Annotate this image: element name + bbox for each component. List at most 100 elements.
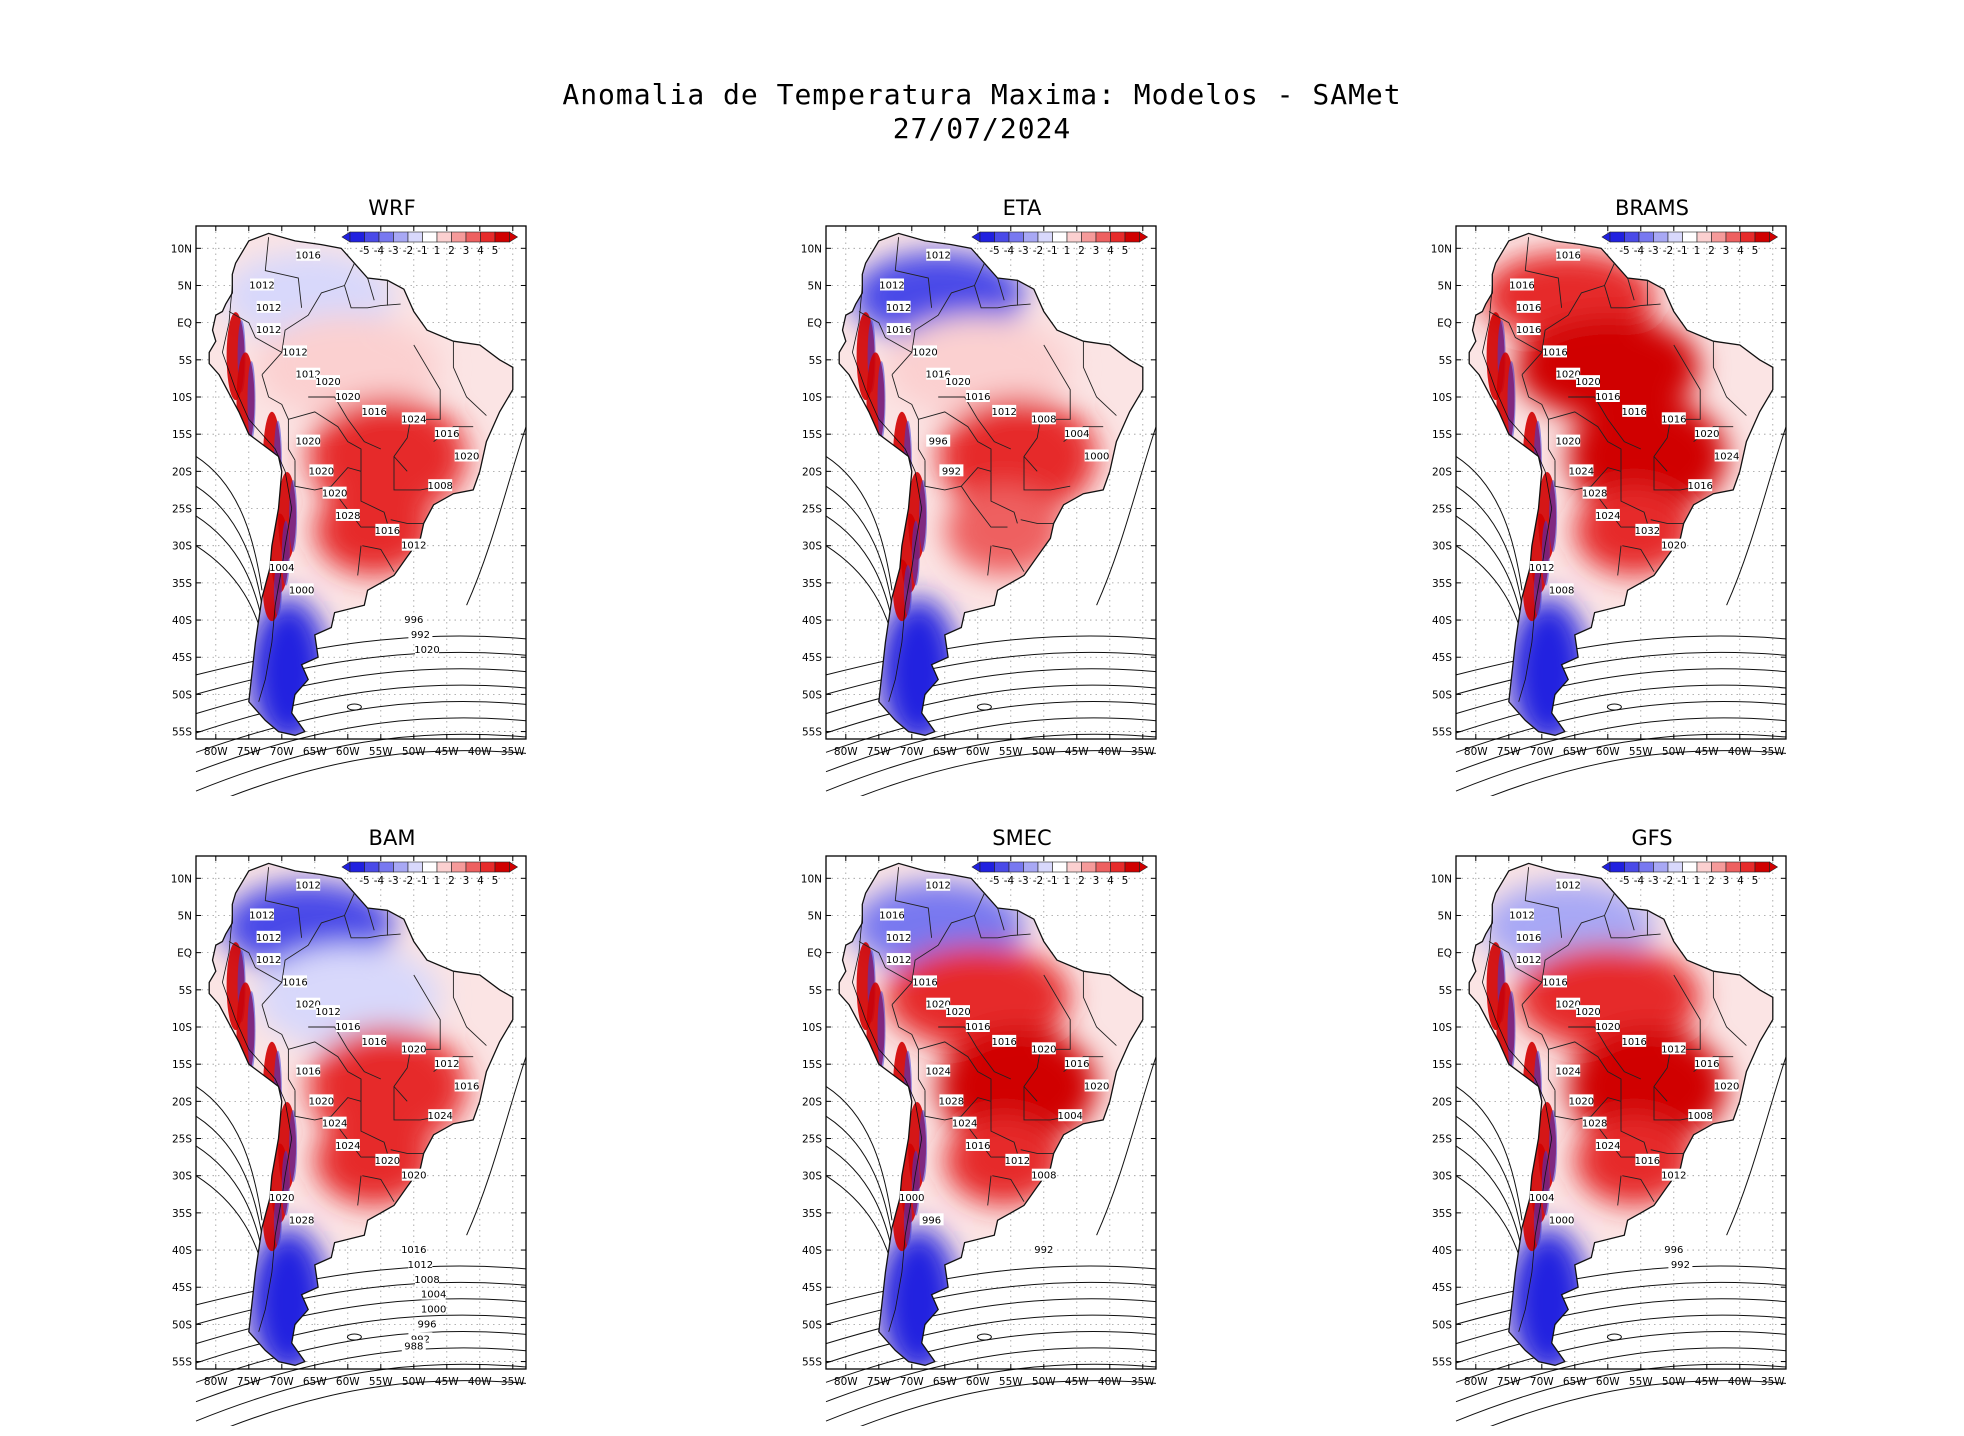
lat-tick-label: 45S — [172, 652, 192, 664]
lat-tick-label: 50S — [172, 1319, 192, 1331]
colorbar-label: -5 — [989, 245, 999, 257]
main-title: Anomalia de Temperatura Maxima: Modelos … — [562, 78, 1402, 111]
colorbar-swatch — [1725, 861, 1741, 873]
lat-tick-label: 5N — [807, 280, 822, 292]
isobar-label-bg — [415, 642, 439, 655]
colorbar-label: -3 — [1648, 245, 1658, 257]
isobar-label-bg — [434, 427, 459, 440]
isobar-label: 1020 — [1575, 377, 1600, 388]
isobar-label: 1020 — [322, 489, 347, 500]
isobar-label: 1016 — [925, 370, 950, 381]
lat-tick-label: 45S — [802, 652, 822, 664]
isobar-label: 1020 — [1084, 1081, 1109, 1092]
isobar-label-bg — [269, 1191, 294, 1203]
lat-tick-label: 50S — [802, 1319, 822, 1331]
colorbar-label: -2 — [1663, 875, 1673, 887]
isobar-label: 1020 — [925, 1000, 950, 1011]
lat-tick-label: 5N — [1437, 910, 1452, 922]
isobar-label: 1012 — [256, 955, 281, 966]
isobar-label-bg — [289, 1213, 314, 1226]
lat-tick-label: 10S — [172, 392, 192, 404]
lat-tick-label: 30S — [802, 1171, 822, 1183]
isobar-label-bg — [1064, 427, 1089, 440]
isobar-label-bg — [1622, 404, 1647, 417]
colorbar-label: -5 — [359, 245, 369, 257]
isobar-label: 1024 — [427, 1111, 452, 1122]
isobar-label-bg — [316, 375, 340, 388]
lat-tick-label: 40S — [172, 615, 192, 627]
lon-tick-label: 40W — [1728, 746, 1752, 758]
isobar-label: 1024 — [322, 1119, 347, 1130]
isobar-label-bg — [886, 323, 911, 336]
lon-tick-label: 35W — [501, 1376, 525, 1388]
lat-tick-label: 50S — [1432, 689, 1452, 701]
isobar-label-bg — [926, 997, 951, 1010]
colorbar-swatch — [1653, 231, 1669, 243]
isobar-label: 1012 — [879, 280, 904, 291]
isobar-label: 1004 — [1064, 429, 1089, 440]
map-gfs: 1012101210161012101610201020102010161012… — [1431, 855, 1787, 1426]
lon-tick-label: 55W — [369, 746, 393, 758]
lat-tick-label: 55S — [172, 1357, 192, 1369]
colorbar-swatch — [1037, 861, 1053, 873]
colorbar-label: -5 — [989, 875, 999, 887]
colorbar-swatch — [979, 861, 995, 873]
colorbar: -5 -4 -3 -2 -1 1 2 3 4 5 — [971, 231, 1149, 257]
isobar-label-bg — [428, 1109, 453, 1122]
lon-tick-label: 60W — [1596, 1376, 1620, 1388]
lon-tick-label: 70W — [270, 1376, 294, 1388]
colorbar-swatch — [1066, 231, 1082, 243]
colorbar-label: 1 — [434, 245, 441, 257]
isobar-label-bg — [296, 1064, 321, 1077]
isobar-label-bg — [1576, 375, 1600, 388]
colorbar-swatch — [1682, 861, 1698, 873]
isobar-label-bg — [250, 908, 274, 921]
colorbar-label: 4 — [477, 245, 484, 257]
isobar-label: 996 — [404, 615, 423, 626]
isobars — [825, 426, 1157, 796]
isobars — [195, 1056, 527, 1426]
colorbar-swatch — [1653, 861, 1669, 873]
coastline — [838, 232, 1144, 736]
isobar-label-bg — [1516, 930, 1541, 943]
colorbar-swatch — [1081, 231, 1097, 243]
lat-tick-label: 5N — [807, 910, 822, 922]
isobar-label: 1016 — [1635, 1156, 1660, 1167]
isobar-label: 1016 — [454, 1081, 479, 1092]
isobar-label-bg — [1661, 412, 1686, 425]
lon-tick-label: 75W — [1497, 746, 1521, 758]
isobar-label: 1016 — [1661, 414, 1686, 425]
colorbar-label: 2 — [1078, 245, 1085, 257]
isobar-label-bg — [1595, 1138, 1620, 1151]
colorbar-label: -2 — [403, 245, 413, 257]
isobar-label: 1020 — [295, 1000, 320, 1011]
isobar-label: 1020 — [912, 347, 937, 358]
lat-tick-label: 25S — [172, 1134, 192, 1146]
isobar-label: 1004 — [1529, 1193, 1554, 1204]
lat-tick-label: 10N — [1431, 243, 1452, 255]
isobar-label: 1016 — [1687, 481, 1712, 492]
lon-tick-label: 60W — [1596, 746, 1620, 758]
lat-tick-label: 45S — [802, 1282, 822, 1294]
isobar-label-bg — [1058, 1109, 1083, 1122]
falklands — [1606, 703, 1622, 711]
isobar-label: 1028 — [335, 511, 360, 522]
lat-tick-label: 30S — [172, 541, 192, 553]
isobars — [825, 1056, 1157, 1426]
lat-tick-label: 40S — [802, 615, 822, 627]
isobar-label: 1020 — [1694, 429, 1719, 440]
colorbar-label: 5 — [1752, 875, 1759, 887]
isobar-label-bg — [926, 248, 951, 261]
lat-tick-label: 30S — [1432, 541, 1452, 553]
colorbar-label: -3 — [1648, 875, 1658, 887]
isobar-label-bg — [283, 345, 307, 358]
colorbar-swatch — [422, 861, 438, 873]
panel-title: BRAMS — [1615, 196, 1689, 220]
colorbar-label: -5 — [1619, 875, 1629, 887]
colorbar-swatch — [1609, 861, 1625, 873]
isobar-label: 1020 — [945, 1007, 970, 1018]
isobar-label: 1012 — [1661, 1044, 1686, 1055]
isobar-label-bg — [1668, 1257, 1693, 1270]
isobar-label: 1012 — [991, 407, 1016, 418]
isobar-label: 1020 — [401, 1171, 426, 1182]
